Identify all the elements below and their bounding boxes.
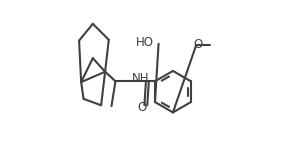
Text: O: O: [137, 101, 146, 114]
Text: O: O: [193, 38, 203, 51]
Text: HO: HO: [136, 36, 154, 49]
Text: NH: NH: [132, 72, 149, 85]
